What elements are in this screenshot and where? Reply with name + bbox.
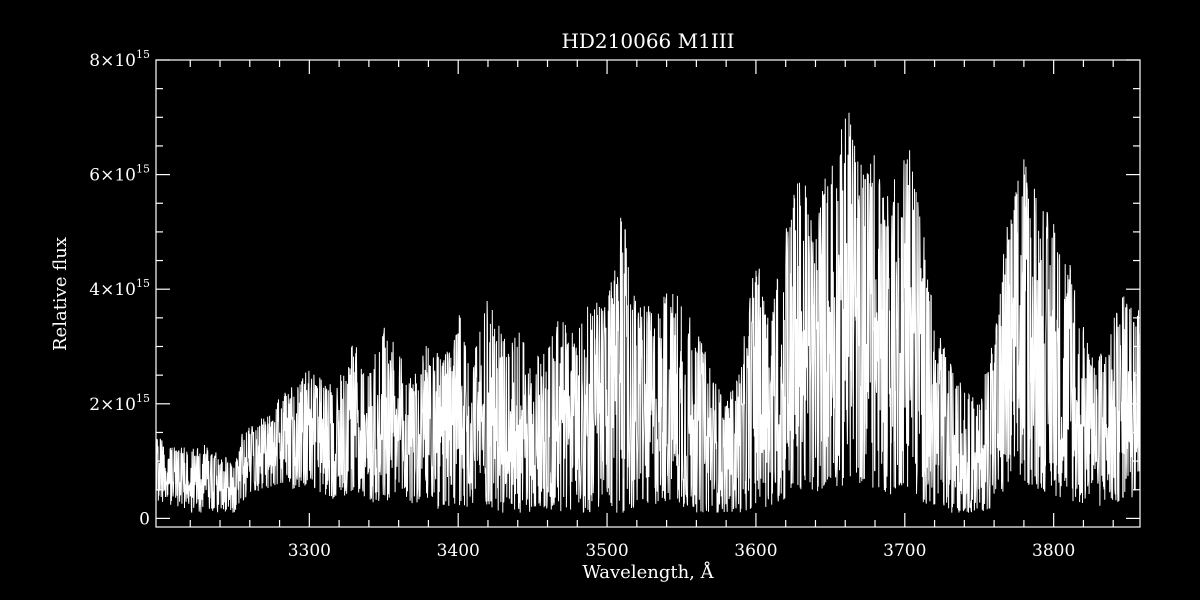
x-tick-labels: 3300 3400 3500 3600 3700 3800 [288, 541, 1076, 561]
x-tick-label: 3500 [585, 541, 628, 561]
y-tick-label: 4×1015 [89, 277, 150, 300]
x-tick-label: 3300 [288, 541, 331, 561]
y-tick-label: 2×1015 [89, 392, 150, 415]
plot-frame [155, 59, 1141, 528]
x-tick-label: 3700 [883, 541, 926, 561]
spectrum-series-layer [156, 112, 1140, 513]
x-axis-label: Wavelength, Å [582, 561, 714, 583]
y-tick-label: 8×1015 [89, 48, 150, 71]
y-tick-labels: 0 2×1015 4×1015 6×1015 8×1015 [89, 48, 150, 529]
x-tick-label: 3400 [437, 541, 480, 561]
y-tick-label: 0 [139, 509, 150, 529]
y-axis-label: Relative flux [50, 237, 71, 351]
axis-ticks [156, 59, 1140, 527]
spectrum-line [156, 112, 1140, 513]
x-tick-label: 3800 [1032, 541, 1075, 561]
y-tick-label: 6×1015 [89, 163, 150, 186]
x-tick-label: 3600 [734, 541, 777, 561]
chart-title: HD210066 M1III [561, 29, 734, 53]
